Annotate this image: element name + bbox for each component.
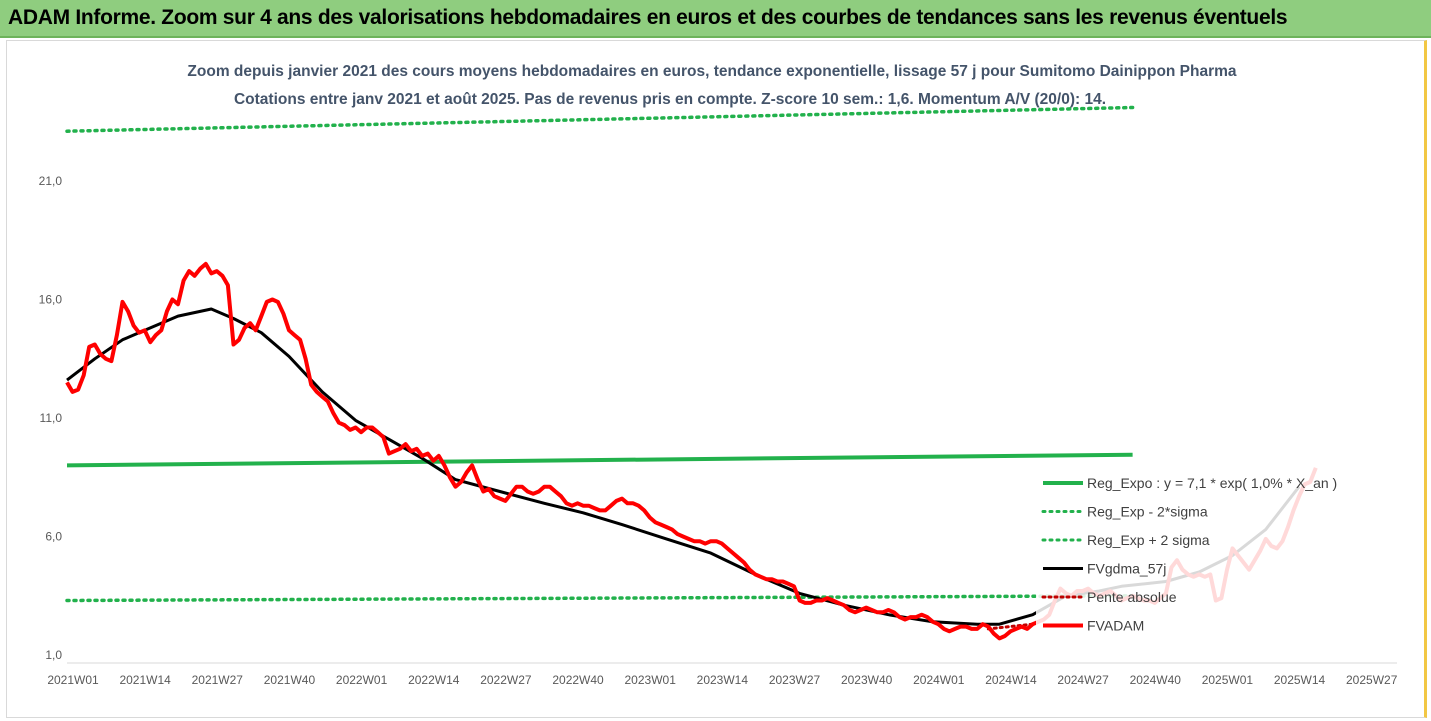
x-tick-label: 2022W40	[552, 673, 604, 687]
y-tick-label: 1,0	[45, 648, 62, 662]
report-title: ADAM Informe. Zoom sur 4 ans des valoris…	[8, 6, 1288, 29]
x-tick-label: 2021W40	[264, 673, 316, 687]
x-tick-label: 2023W01	[625, 673, 677, 687]
x-tick-label: 2021W01	[47, 673, 99, 687]
y-tick-label: 11,0	[40, 411, 63, 425]
chart-legend: Reg_Expo : y = 7,1 * exp( 1,0% * X_an ) R…	[1036, 466, 1366, 636]
legend-pente-absolue-label: Pente absolue	[1087, 589, 1177, 605]
legend-fvadam-label: FVADAM	[1087, 618, 1144, 634]
y-tick-label: 6,0	[45, 530, 62, 544]
pente-absolue-line	[986, 622, 1035, 631]
x-tick-label: 2025W27	[1346, 673, 1398, 687]
reg-expo-line	[66, 452, 1133, 468]
y-tick-label: 21,0	[39, 174, 63, 188]
legend-reg-exp-minus-2-sigma-label: Reg_Exp - 2*sigma	[1087, 504, 1208, 520]
x-tick-label: 2024W14	[985, 673, 1037, 687]
chart-frame	[6, 40, 1427, 718]
x-tick-label: 2024W27	[1057, 673, 1109, 687]
y-tick-label: 16,0	[39, 293, 63, 307]
x-tick-label: 2022W14	[408, 673, 460, 687]
x-tick-label: 2021W14	[119, 673, 171, 687]
x-tick-label: 2024W01	[913, 673, 965, 687]
legend-reg-exp-plus-2-sigma-label: Reg_Exp + 2 sigma	[1087, 532, 1210, 548]
reg-exp-minus-2-sigma-line	[65, 594, 1135, 603]
x-tick-label: 2023W27	[769, 673, 821, 687]
x-tick-label: 2024W40	[1130, 673, 1182, 687]
x-tick-label: 2025W01	[1202, 673, 1254, 687]
x-tick-label: 2022W27	[480, 673, 532, 687]
legend-reg-expo-label: Reg_Expo : y = 7,1 * exp( 1,0% * X_an )	[1087, 475, 1337, 491]
x-tick-label: 2021W27	[192, 673, 244, 687]
chart-title-line-1: Zoom depuis janvier 2021 des cours moyen…	[187, 63, 1237, 80]
x-tick-label: 2022W01	[336, 673, 388, 687]
x-tick-label: 2023W14	[697, 673, 749, 687]
chart-title-line-2: Cotations entre janv 2021 et août 2025. …	[234, 91, 1106, 108]
reg-exp-plus-2-sigma-line	[65, 105, 1135, 133]
legend-background	[1036, 466, 1366, 636]
legend-fvgdma-57j-label: FVgdma_57j	[1087, 561, 1166, 577]
x-tick-label: 2025W14	[1274, 673, 1326, 687]
report-banner: ADAM Informe. Zoom sur 4 ans des valoris…	[0, 0, 1431, 38]
x-tick-label: 2023W40	[841, 673, 893, 687]
chart-axes: 1,0 6,0 11,0 16,0 21,0 2021W01 2021W14 2021W27 2…	[39, 174, 1398, 687]
